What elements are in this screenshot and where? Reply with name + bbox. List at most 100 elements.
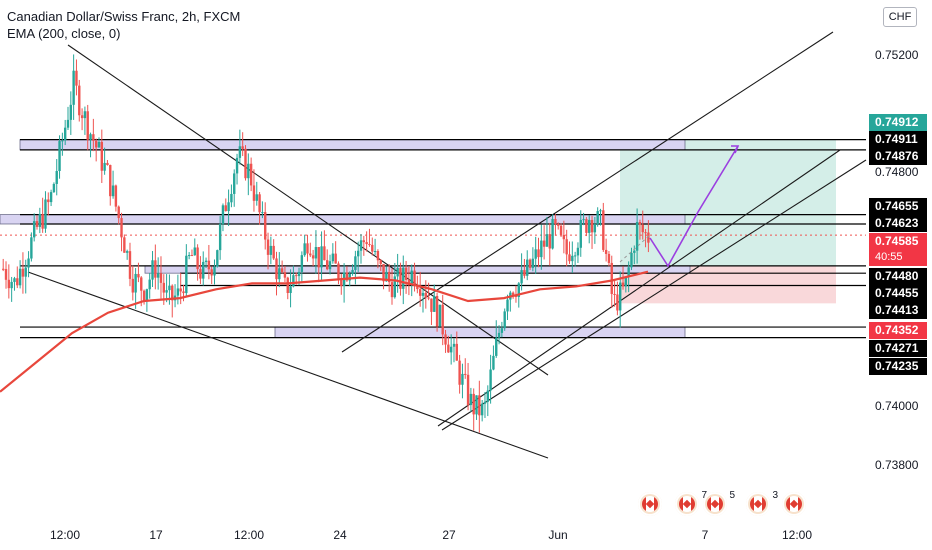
candle-body [83,111,87,119]
candle-body [275,258,278,280]
event-count: 5 [729,490,735,501]
candle-body [644,232,647,234]
candle-body [528,259,532,268]
candle-body [356,250,360,257]
candle-body [286,277,289,294]
price-label: 0.74876 [869,148,927,165]
candle-body [331,253,335,262]
candle-body [537,249,540,258]
candle-body [66,119,70,128]
candle-body [647,232,650,243]
candle-body [590,219,594,233]
candle-body [585,219,588,233]
candle-body [295,275,298,277]
candle-body [382,263,385,282]
candle-body [407,279,411,286]
candle-body [193,247,196,256]
candle-body [317,247,320,268]
projection-arrow [731,145,740,154]
candle-body [182,291,185,294]
price-label: 0.74480 [869,268,927,285]
candle-body [328,261,332,270]
candle-body [531,258,535,268]
candle-body [495,337,498,356]
candle-body [365,242,368,245]
candle-body [47,199,50,203]
candle-body [500,328,504,333]
candle-body [72,70,75,105]
candle-body [154,260,157,278]
candle-body [410,270,413,286]
candle-body [542,240,546,247]
price-label: 0.74235 [869,358,927,375]
candle-body [514,295,518,297]
price-label: 0.74352 [869,322,927,339]
candle-body [464,373,467,375]
canada-flag-icon[interactable]: 7 [675,490,707,516]
candle-body [292,275,295,287]
candle-body [396,267,399,277]
candle-body [573,255,577,257]
candle-body [140,277,143,291]
candle-body [368,244,371,246]
candle-body [523,270,526,276]
candle-body [323,246,326,261]
canada-flag-icon[interactable]: 5 [703,490,735,516]
candle-body [613,293,616,295]
candle-body [486,390,489,402]
currency-button[interactable]: CHF [883,7,917,27]
candle-body [221,205,225,225]
candle-body [151,260,154,280]
trendline-1 [67,44,549,376]
candle-body [106,162,109,165]
candle-body [452,343,456,347]
candle-body [548,234,551,249]
candle-body [264,212,267,240]
ema-line [0,270,649,393]
zone-1 [19,139,686,151]
event-count: 7 [701,490,707,501]
price-tick-label: 0.74800 [875,165,919,180]
candle-body [24,267,27,277]
candle-body [168,285,171,291]
candle-body [103,162,106,171]
candle-body [145,289,149,302]
candle-body [300,255,304,272]
candle-body [616,294,619,311]
candles-layer [2,54,650,433]
candle-body [30,237,33,259]
candle-body [128,251,132,279]
candle-body [627,267,630,277]
candle-body [576,247,580,256]
candle-body [562,234,566,240]
candle-body [469,393,473,406]
candle-body [402,267,405,289]
candle-body [320,246,323,268]
candle-body [376,251,380,261]
canada-flag-icon[interactable] [782,492,806,516]
candle-body [621,282,625,287]
candle-body [568,254,571,262]
price-label: 0.74585 [869,233,927,250]
candle-body [235,157,239,174]
candle-body [61,140,64,142]
candle-body [399,267,402,289]
candle-body [466,374,470,406]
candle-body [202,261,205,279]
candle-body [89,134,92,140]
indicator-label: EMA (200, close, 0) [7,26,121,41]
candle-body [478,395,481,416]
candle-body [117,206,120,219]
candle-body [16,278,19,286]
canada-flag-icon[interactable] [638,492,662,516]
candle-body [32,221,36,238]
candle-body [630,252,633,268]
candle-body [44,199,47,229]
candle-body [619,282,622,311]
candle-body [387,271,391,283]
candle-body [393,276,397,298]
time-tick-label: 12:00 [49,528,81,542]
canada-flag-icon[interactable]: 3 [746,490,778,516]
candle-body [78,85,81,116]
